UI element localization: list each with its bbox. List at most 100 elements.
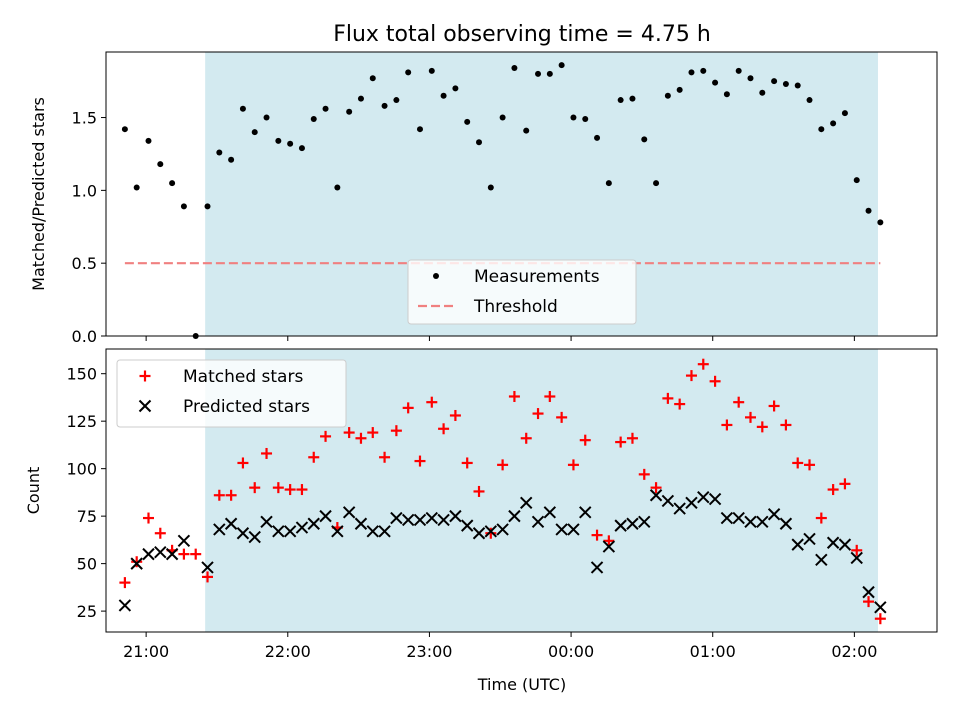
- measurement-point: [204, 203, 211, 210]
- measurement-point: [287, 140, 294, 147]
- matched-star-point: [284, 484, 296, 496]
- matched-star-point: [744, 411, 756, 423]
- matched-star-point: [308, 451, 320, 463]
- matched-star-point: [851, 544, 863, 556]
- matched-star-point: [461, 457, 473, 469]
- predicted-star-point: [673, 502, 686, 515]
- measurement-point: [582, 115, 589, 122]
- predicted-star-point: [130, 557, 143, 570]
- predicted-star-point: [815, 553, 828, 567]
- bottom-panel-frame: [105, 348, 938, 633]
- matched-star-point: [662, 392, 674, 404]
- predicted-star-point: [567, 523, 580, 536]
- predicted-star-point: [118, 599, 132, 612]
- measurement-point: [806, 97, 813, 104]
- matched-star-point: [139, 370, 151, 382]
- legend-box: [116, 359, 347, 428]
- predicted-star-point: [614, 519, 627, 532]
- measurement-point: [653, 180, 660, 187]
- matched-star-point: [567, 459, 579, 471]
- matched-star-point: [154, 527, 166, 539]
- y-tick-label: 0.0: [72, 327, 97, 346]
- bottom-y-axis-label: Count: [24, 467, 43, 515]
- matched-star-point: [402, 402, 414, 414]
- predicted-star-point: [779, 517, 793, 530]
- measurement-point: [322, 105, 329, 112]
- measurement-point: [145, 137, 152, 144]
- predicted-star-point: [401, 513, 415, 527]
- predicted-star-point: [307, 517, 320, 530]
- y-tick-label: 150: [66, 365, 97, 384]
- predicted-star-point: [508, 509, 521, 523]
- x-tick-label: 02:00: [831, 642, 877, 661]
- legend-box: [407, 259, 637, 325]
- matched-star-point: [272, 482, 284, 494]
- matched-star-point: [863, 596, 875, 608]
- matched-star-point: [414, 455, 426, 467]
- y-tick-label: 125: [66, 412, 97, 431]
- predicted-star-point: [201, 561, 214, 574]
- matched-star-point: [119, 577, 131, 589]
- predicted-star-point: [756, 515, 769, 529]
- measurement-point: [263, 114, 270, 121]
- bottom-legend: Matched stars Predicted stars: [116, 359, 347, 428]
- top-y-axis-label: Matched/Predicted stars: [29, 97, 48, 291]
- predicted-star-point: [720, 511, 734, 525]
- matched-star-point: [815, 512, 827, 524]
- matched-star-point: [685, 370, 697, 382]
- measurement-point: [594, 134, 601, 141]
- measurement-point: [416, 126, 423, 133]
- predicted-star-point: [138, 399, 152, 413]
- predicted-star-point: [460, 519, 474, 532]
- predicted-star-point: [484, 525, 498, 538]
- measurement-point: [723, 91, 730, 98]
- chart-title: Flux total observing time = 4.75 h: [333, 22, 711, 47]
- predicted-star-point: [826, 536, 840, 549]
- measurement-point: [617, 97, 624, 104]
- predicted-star-point: [496, 523, 509, 536]
- top-panel-axis: 0.0 0.5 1.0 1.5: [72, 109, 855, 346]
- matched-star-point: [225, 489, 237, 501]
- x-tick-label: 21:00: [123, 642, 169, 661]
- measurement-point: [476, 139, 483, 146]
- matched-star-point: [839, 478, 851, 490]
- measurement-point: [216, 149, 223, 156]
- predicted-star-point: [649, 489, 663, 502]
- x-tick-label: 23:00: [406, 642, 452, 661]
- measurement-point: [664, 92, 671, 99]
- matched-star-point: [390, 425, 402, 437]
- measurement-point: [169, 180, 176, 187]
- y-tick-label: 25: [77, 602, 97, 621]
- y-tick-label: 1.0: [72, 181, 97, 200]
- measurement-point: [157, 161, 164, 168]
- matched-star-point: [827, 484, 839, 496]
- measurement-point: [275, 137, 282, 144]
- measurement-point: [747, 75, 754, 82]
- predicted-star-point: [708, 492, 722, 506]
- measurement-point: [700, 67, 707, 74]
- measurement-point: [523, 127, 530, 134]
- measurement-point: [440, 92, 447, 99]
- predicted-star-point: [590, 561, 604, 574]
- matched-star-point: [202, 571, 214, 583]
- matched-star-point: [874, 613, 886, 625]
- measurement-point: [310, 115, 317, 122]
- matched-star-point: [237, 457, 249, 469]
- legend-label: Matched stars: [183, 367, 303, 387]
- measurement-point: [180, 203, 187, 210]
- predicted-star-point: [543, 506, 557, 519]
- measurement-point: [629, 95, 636, 102]
- y-tick-label: 1.5: [72, 109, 97, 128]
- matched-star-point: [733, 396, 745, 408]
- predicted-star-point: [154, 546, 167, 559]
- legend-label: Measurements: [474, 267, 600, 287]
- predicted-star-point: [744, 515, 757, 529]
- matched-star-point: [320, 430, 332, 442]
- matched-star-point: [674, 398, 686, 410]
- matched-star-point: [473, 485, 485, 497]
- predicted-star-point: [862, 585, 875, 599]
- predicted-star-point: [449, 509, 462, 523]
- matched-star-point: [792, 457, 804, 469]
- matched-star-point: [261, 447, 273, 459]
